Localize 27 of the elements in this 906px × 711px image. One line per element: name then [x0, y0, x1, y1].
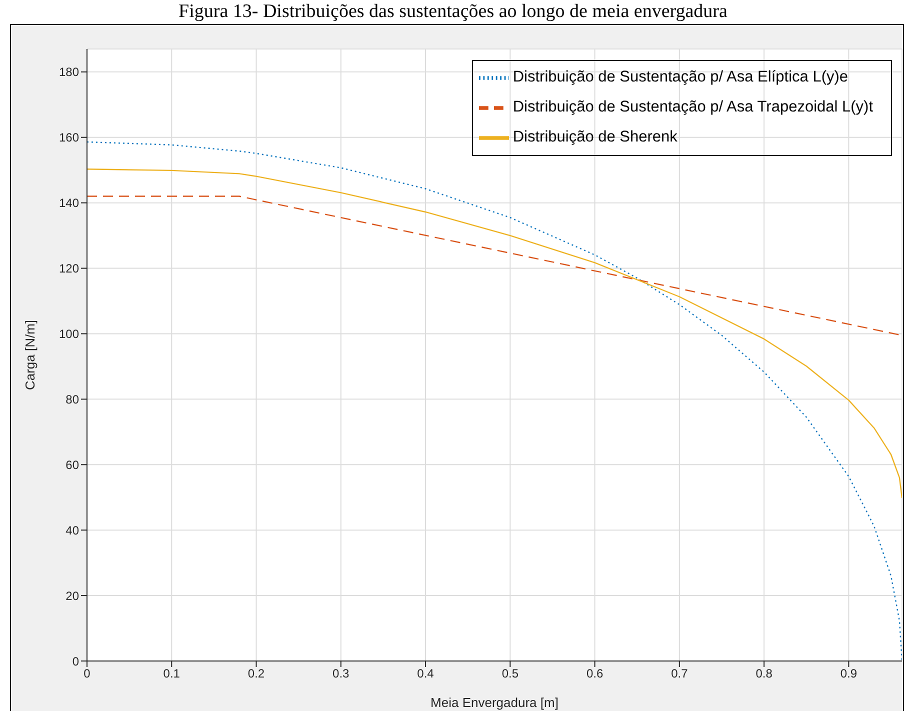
x-tick-label: 0.5 — [502, 666, 519, 681]
x-tick-label: 0.8 — [756, 666, 773, 681]
x-tick-label: 0.9 — [840, 666, 858, 681]
y-tick-label: 120 — [58, 262, 80, 276]
x-axis-title: Meia Envergadura [m] — [430, 695, 558, 710]
y-tick-label: 20 — [66, 588, 80, 603]
legend-label: Distribuição de Sherenk — [512, 128, 678, 146]
x-tick-label: 0.3 — [332, 666, 350, 681]
y-tick-label: 160 — [58, 130, 80, 145]
x-tick-label: 0.4 — [417, 666, 434, 681]
legend-label: Distribuição de Sustentação p/ Asa Elíptica L(y)e — [512, 68, 848, 86]
x-tick-label: 0.1 — [163, 666, 180, 681]
y-tick-label: 140 — [58, 196, 80, 210]
y-tick-label: 80 — [66, 392, 80, 406]
y-tick-label: 180 — [58, 65, 80, 80]
y-tick-label: 40 — [66, 523, 80, 538]
x-tick-label: 0.7 — [671, 666, 688, 681]
y-axis-title: Carga [N/m] — [22, 320, 38, 390]
x-tick-label: 0.2 — [248, 666, 265, 681]
legend-label: Distribuição de Sustentação p/ Asa Trapezoidal L(y)t — [512, 98, 873, 116]
chart-title: Figura 13- Distribuições das sustentações ao longo de meia envergadura — [178, 0, 728, 24]
x-tick-label: 0.6 — [586, 666, 604, 681]
line-series — [87, 168, 902, 499]
x-tick-label: 0 — [84, 666, 91, 681]
y-tick-label: 0 — [72, 654, 80, 668]
y-tick-label: 60 — [66, 458, 80, 472]
y-tick-label: 100 — [58, 326, 80, 341]
